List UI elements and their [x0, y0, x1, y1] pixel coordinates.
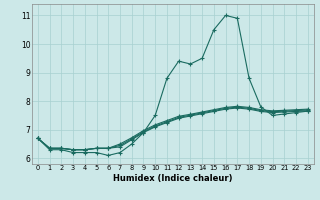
X-axis label: Humidex (Indice chaleur): Humidex (Indice chaleur): [113, 174, 233, 183]
